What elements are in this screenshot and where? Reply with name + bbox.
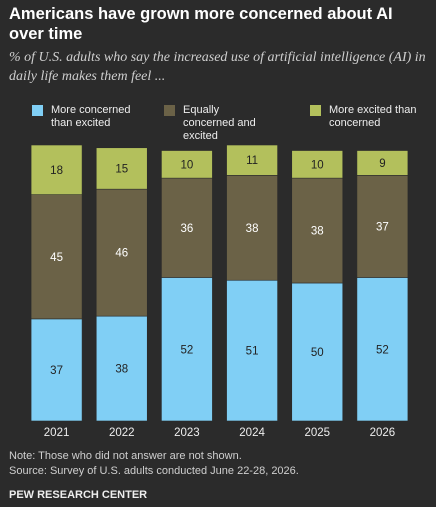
data-label: 50 [311, 347, 324, 359]
legend-item: Equally concerned and excited [164, 104, 273, 143]
data-label: 45 [50, 252, 63, 264]
bar-segment [291, 150, 344, 179]
data-label: 38 [246, 223, 259, 235]
bar-segment [161, 150, 213, 179]
organization: PEW RESEARCH CENTER [9, 489, 148, 501]
legend-swatch [164, 105, 175, 116]
data-label: 51 [246, 346, 259, 358]
x-tick-label: 2026 [370, 427, 396, 439]
data-label: 9 [379, 158, 385, 170]
legend-item: More excited than concerned [310, 104, 419, 130]
source: Source: Survey of U.S. adults conducted … [9, 465, 299, 477]
bar-segment [291, 282, 344, 422]
x-tick-label: 2025 [304, 427, 330, 439]
data-label: 37 [376, 221, 389, 233]
chart-subtitle: % of U.S. adults who say the increased u… [9, 50, 426, 84]
data-label: 38 [115, 364, 128, 376]
data-label: 10 [181, 159, 194, 171]
legend-label: More concerned than excited [51, 104, 131, 129]
bar-segment [161, 277, 213, 422]
bar-segment [356, 150, 409, 176]
chart: 37 45 18 2021 38 46 15 2022 52 36 10 2023 51 38 11 2024… [30, 144, 409, 439]
bar-segment [30, 144, 83, 195]
bar-segment [356, 175, 409, 278]
bar-segment [95, 315, 148, 422]
legend-label: Equally concerned and excited [183, 104, 256, 142]
bar-segment [95, 188, 148, 317]
data-label: 11 [246, 155, 258, 167]
x-tick-label: 2021 [44, 427, 70, 439]
legend-label: More excited than concerned [329, 104, 417, 129]
note: Note: Those who did not answer are not s… [9, 450, 242, 462]
bar-segment [356, 277, 409, 422]
legend-item: More concerned than excited [32, 104, 141, 130]
bar-segment [30, 318, 83, 422]
data-label: 36 [181, 223, 194, 235]
x-tick-label: 2024 [239, 427, 265, 439]
data-label: 37 [50, 365, 63, 377]
data-label: 15 [115, 163, 128, 175]
bar-segment [291, 177, 344, 284]
x-tick-label: 2022 [109, 427, 135, 439]
x-tick-label: 2023 [174, 427, 200, 439]
data-label: 10 [311, 159, 324, 171]
bar-segment [226, 175, 278, 281]
legend-swatch [310, 105, 321, 116]
data-label: 46 [115, 248, 128, 260]
bar-segment [95, 147, 148, 190]
bar-segment [226, 279, 278, 422]
data-label: 52 [181, 344, 194, 356]
bar-segment [30, 194, 83, 320]
data-label: 38 [311, 226, 324, 238]
bar-segment [226, 144, 278, 176]
legend-swatch [32, 105, 43, 116]
data-label: 52 [376, 344, 389, 356]
chart-title: Americans have grown more concerned abou… [9, 5, 393, 43]
data-label: 18 [50, 165, 63, 177]
